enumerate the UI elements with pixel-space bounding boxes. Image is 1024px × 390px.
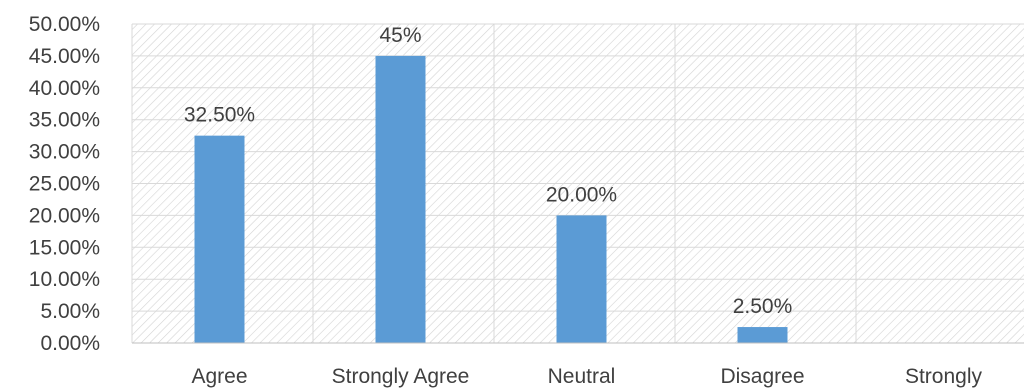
vertical-gridlines — [131, 24, 857, 343]
y-tick-label: 0.00% — [40, 332, 100, 355]
category-label: Strongly — [905, 365, 983, 388]
category-label: Agree — [191, 365, 247, 388]
y-axis-tick-labels: 0.00% 5.00% 10.00% 15.00% 20.00% 25.00% 30.00%… — [29, 13, 100, 355]
data-label: 45% — [379, 24, 421, 47]
y-tick-label: 30.00% — [29, 141, 100, 164]
data-label: 2.50% — [733, 295, 793, 318]
y-tick-label: 15.00% — [29, 236, 100, 259]
y-tick-label: 40.00% — [29, 77, 100, 100]
bar — [556, 215, 607, 343]
data-label: 32.50% — [184, 104, 255, 127]
category-labels: Agree Strongly Agree Neutral Disagree Strong… — [191, 365, 982, 388]
bars — [194, 55, 788, 344]
category-label: Strongly Agree — [332, 365, 470, 388]
data-labels: 32.50% 45% 20.00% 2.50% — [184, 24, 792, 318]
y-tick-label: 50.00% — [29, 13, 100, 36]
y-tick-label: 10.00% — [29, 268, 100, 291]
y-tick-label: 25.00% — [29, 173, 100, 196]
category-label: Disagree — [720, 365, 804, 388]
y-tick-label: 45.00% — [29, 45, 100, 68]
y-tick-label: 35.00% — [29, 109, 100, 132]
bar — [737, 327, 788, 343]
bar — [375, 55, 426, 344]
data-label: 20.00% — [546, 183, 617, 206]
bar — [194, 135, 245, 343]
y-tick-label: 5.00% — [40, 300, 100, 323]
y-tick-label: 20.00% — [29, 204, 100, 227]
category-label: Neutral — [548, 365, 616, 388]
